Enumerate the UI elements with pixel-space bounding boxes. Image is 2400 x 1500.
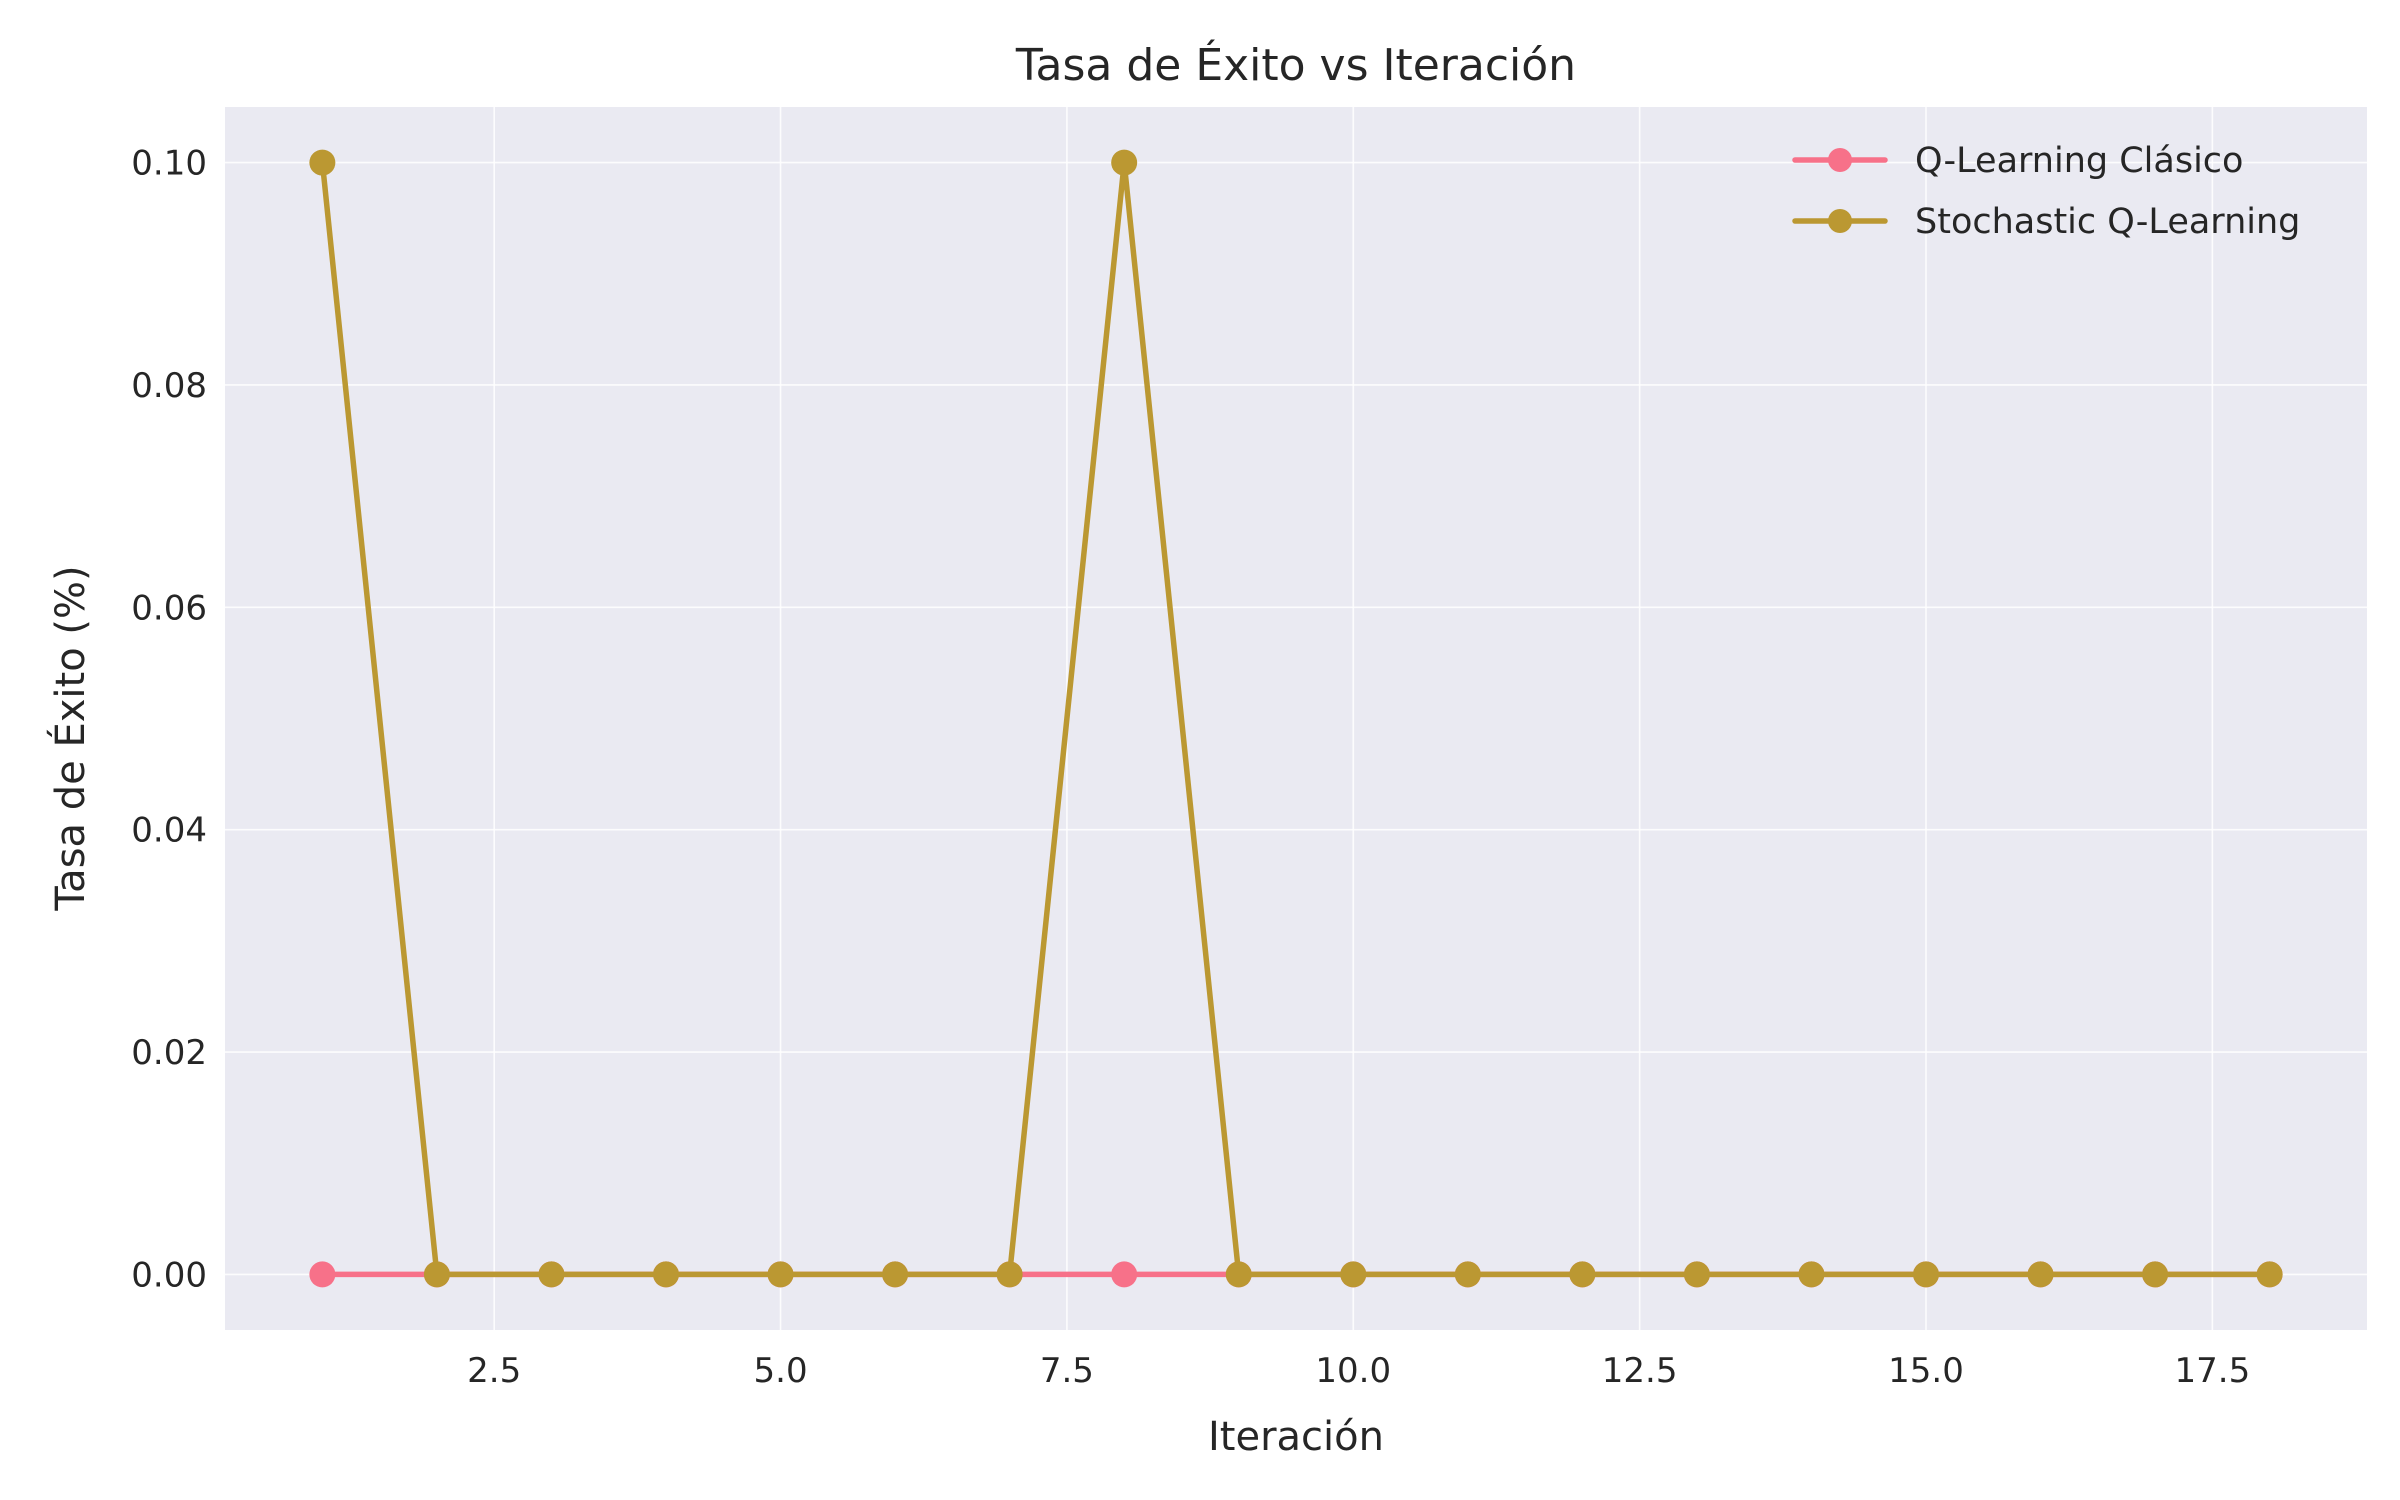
y-tick-label: 0.00	[131, 1255, 207, 1295]
data-point-stochastic-q-learning	[1111, 149, 1138, 176]
data-point-stochastic-q-learning	[1340, 1261, 1367, 1288]
data-point-stochastic-q-learning	[2256, 1261, 2283, 1288]
data-point-stochastic-q-learning	[767, 1261, 794, 1288]
data-point-stochastic-q-learning	[1798, 1261, 1825, 1288]
data-point-stochastic-q-learning	[1683, 1261, 1710, 1288]
legend-entry-stochastic-q-learning: Stochastic Q-Learning	[1792, 202, 2300, 242]
y-tick-label: 0.10	[131, 144, 207, 184]
x-tick-label: 15.0	[1888, 1351, 1964, 1391]
data-point-stochastic-q-learning	[1454, 1261, 1481, 1288]
grid	[225, 107, 2367, 1330]
data-point-stochastic-q-learning	[309, 149, 336, 176]
x-tick-label: 2.5	[467, 1351, 521, 1391]
series-line-stochastic-q-learning	[319, 159, 2273, 1278]
y-tick-label: 0.06	[131, 588, 207, 628]
legend-marker-q-learning-clasico	[1828, 148, 1852, 172]
data-point-stochastic-q-learning	[538, 1261, 565, 1288]
tick-labels: 2.5 5.0 7.5 10.0 12.5 15.0 17.5 0.00 0.02 0.04 0.0…	[131, 144, 2250, 1391]
x-tick-label: 5.0	[754, 1351, 808, 1391]
legend-label-stochastic-q-learning: Stochastic Q-Learning	[1915, 202, 2300, 242]
data-point-stochastic-q-learning	[653, 1261, 679, 1288]
legend: Q-Learning Clásico Stochastic Q-Learning	[1792, 141, 2300, 242]
plot-area	[225, 107, 2367, 1330]
y-axis-label: Tasa de Éxito (%)	[46, 565, 94, 911]
data-point-stochastic-q-learning	[996, 1261, 1023, 1288]
data-point-q-learning-clasico	[309, 1261, 336, 1288]
data-point-stochastic-q-learning	[1913, 1261, 1939, 1288]
y-tick-label: 0.04	[131, 811, 207, 851]
x-axis-label: Iteración	[1208, 1414, 1384, 1460]
data-point-q-learning-clasico	[1111, 1261, 1138, 1288]
data-point-stochastic-q-learning	[423, 1261, 450, 1288]
data-point-stochastic-q-learning	[1225, 1261, 1252, 1288]
x-tick-label: 10.0	[1315, 1351, 1391, 1391]
y-tick-label: 0.08	[131, 366, 207, 406]
x-tick-label: 17.5	[2175, 1351, 2251, 1391]
legend-label-q-learning-clasico: Q-Learning Clásico	[1915, 141, 2243, 181]
series-layer	[309, 149, 2283, 1288]
legend-entry-q-learning-clasico: Q-Learning Clásico	[1792, 141, 2243, 181]
x-tick-label: 7.5	[1040, 1351, 1094, 1391]
y-tick-label: 0.02	[131, 1033, 207, 1073]
chart-title: Tasa de Éxito vs Iteración	[1015, 38, 1576, 91]
data-point-stochastic-q-learning	[1569, 1261, 1596, 1288]
data-point-stochastic-q-learning	[2027, 1261, 2054, 1288]
data-point-stochastic-q-learning	[882, 1261, 909, 1288]
x-tick-label: 12.5	[1602, 1351, 1678, 1391]
legend-marker-stochastic-q-learning	[1828, 209, 1852, 233]
data-point-stochastic-q-learning	[2142, 1261, 2169, 1288]
